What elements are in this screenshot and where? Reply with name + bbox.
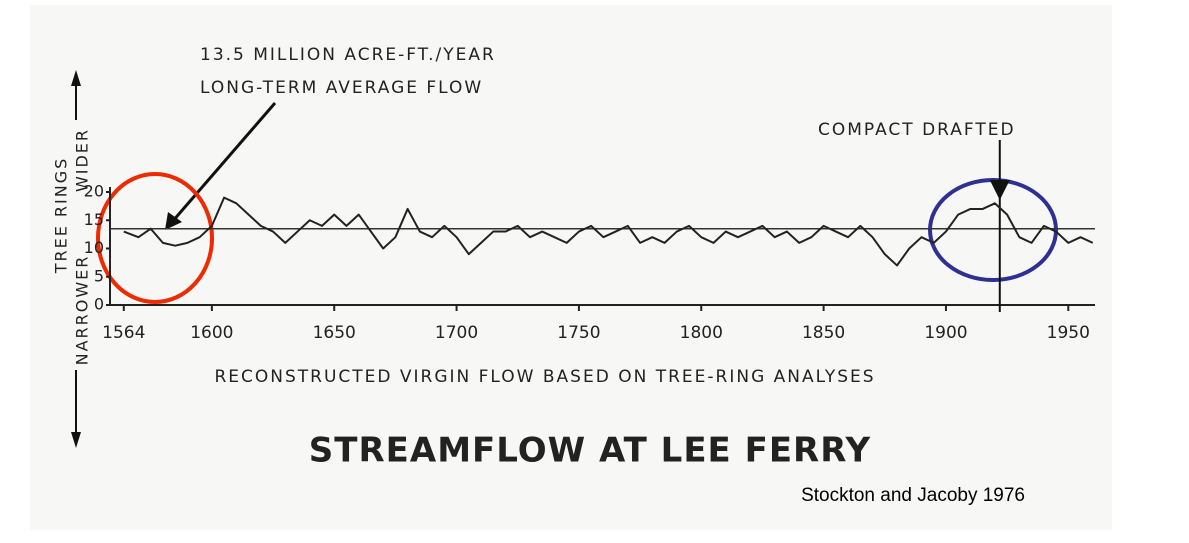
x-tick-label: 1950 [1047, 323, 1090, 343]
arrow-head [71, 432, 81, 448]
chart-title: STREAMFLOW AT LEE FERRY [309, 431, 871, 471]
annotation: 13.5 MILLION ACRE-FT./YEAR [200, 45, 496, 65]
source: Stockton and Jacoby 1976 [801, 485, 1025, 506]
x-tick-label: 1600 [190, 323, 233, 343]
y-tick-label: 20 [84, 182, 104, 201]
x-tick-label: 1700 [435, 323, 478, 343]
y-axis-label: TREE RINGS [52, 157, 71, 275]
page-background [30, 5, 1112, 530]
highlight-circle [96, 172, 214, 304]
y-tick-label: 10 [84, 238, 104, 257]
y-tick-label: 0 [94, 295, 104, 314]
y-axis-label-down: NARROWER [73, 255, 92, 366]
x-tick-label: 1900 [924, 323, 967, 343]
y-tick-label: 15 [84, 210, 104, 229]
y-axis-label-up: WIDER [73, 128, 92, 192]
x-tick-label: 1850 [802, 323, 845, 343]
data-line [123, 196, 1094, 267]
x-tick-label: 1564 [102, 323, 145, 343]
annotation: LONG-TERM AVERAGE FLOW [200, 78, 483, 98]
compact-marker [989, 180, 1010, 200]
x-tick-label: 1650 [313, 323, 356, 343]
y-tick-label: 5 [94, 266, 104, 285]
x-axis-label: RECONSTRUCTED VIRGIN FLOW BASED ON TREE-… [214, 367, 875, 387]
arrow-head [165, 212, 182, 230]
x-tick-label: 1800 [680, 323, 723, 343]
arrow [170, 102, 277, 223]
annotation: COMPACT DRAFTED [818, 120, 1016, 140]
arrow-head [71, 70, 81, 86]
x-tick-label: 1750 [557, 323, 600, 343]
